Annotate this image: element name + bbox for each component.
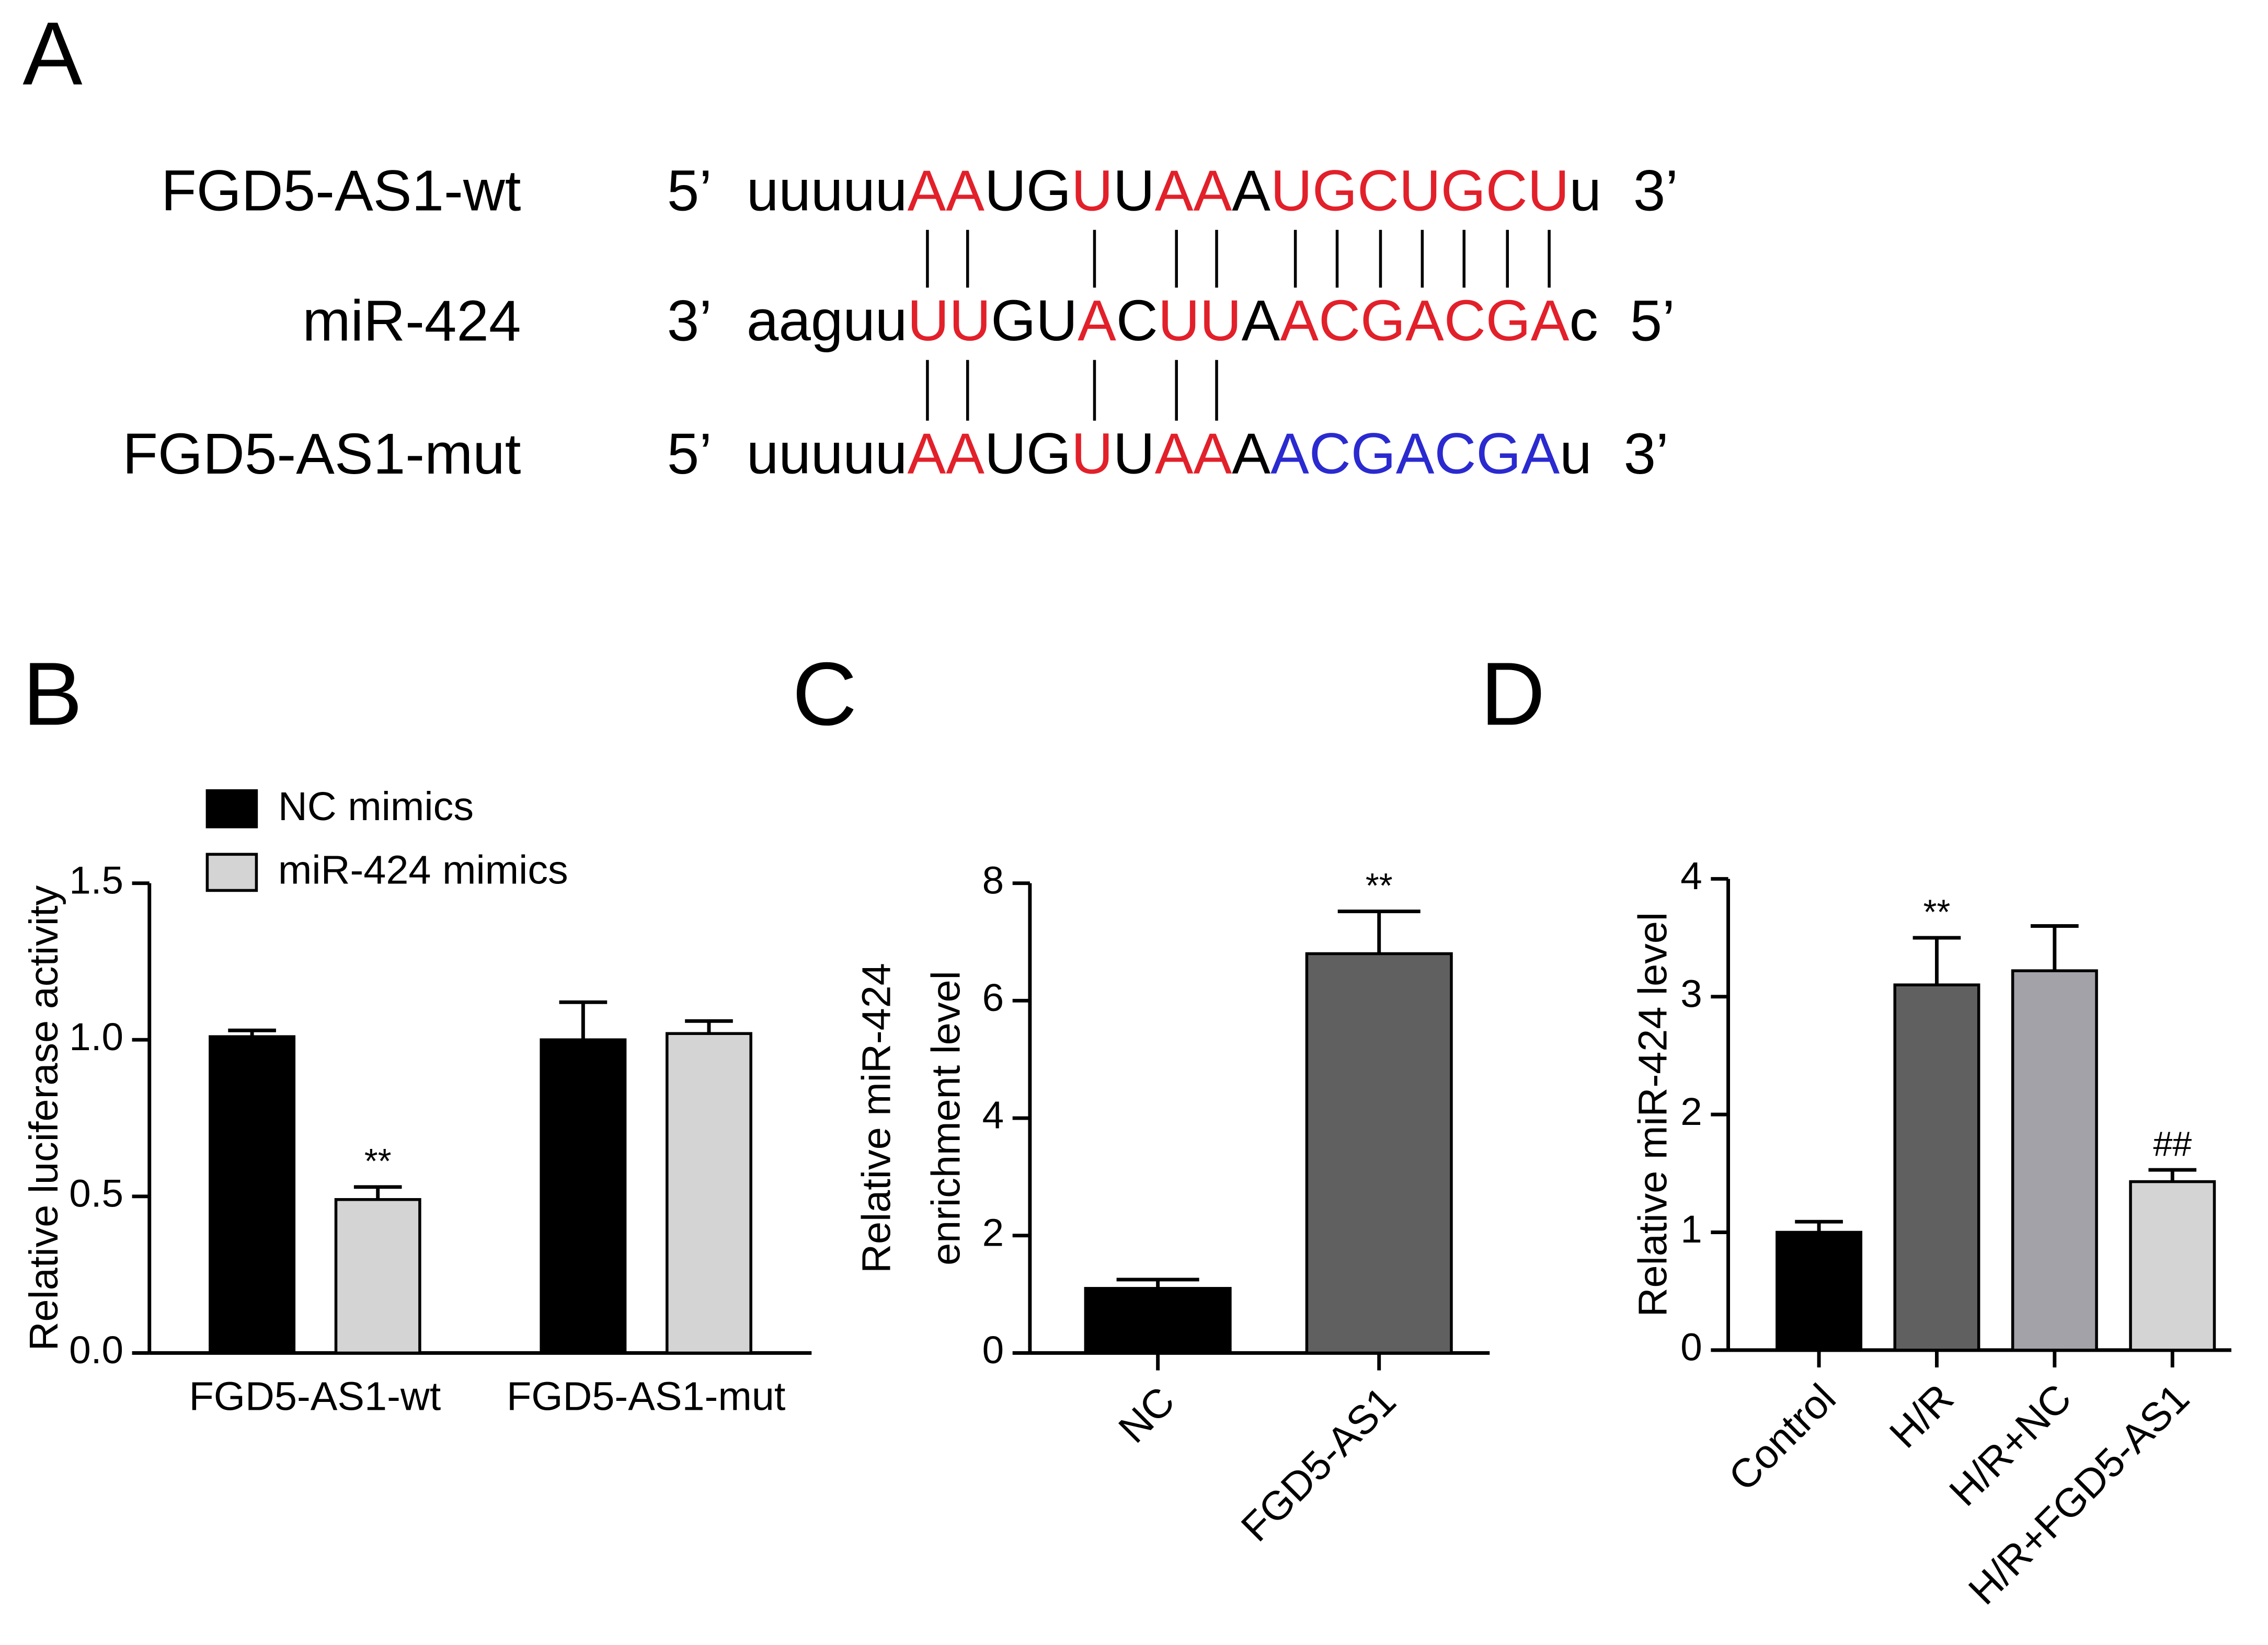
sequence-segment: U [1113, 159, 1155, 223]
strand-end: 3’ [1633, 159, 1678, 223]
error-bar [1337, 910, 1421, 954]
sequence-name: FGD5-AS1-mut [122, 422, 521, 486]
error-bar [1116, 1278, 1199, 1289]
y-tick-label: 3 [1680, 971, 1702, 1015]
y-tick-label: 0 [982, 1328, 1004, 1372]
bar [1776, 1230, 1863, 1352]
sequence-segment: ACGACGA [1280, 289, 1569, 353]
sequence-segment: AA [1155, 422, 1232, 486]
sequence-segment: AA [1155, 159, 1232, 223]
y-tick-label: 6 [982, 975, 1004, 1019]
y-tick-label: 4 [1680, 854, 1702, 898]
bar [1305, 952, 1453, 1355]
x-tick-label: Control [1720, 1375, 1844, 1499]
y-tick-label: 4 [982, 1093, 1004, 1137]
legend-swatch [205, 853, 258, 892]
sequence-segment: A [1232, 159, 1270, 223]
y-tick-label: 2 [1680, 1089, 1702, 1133]
sequence-name: miR-424 [302, 289, 521, 353]
y-axis-label: Relative miR-424 [854, 963, 899, 1273]
panel-label: D [1481, 645, 1545, 744]
x-tick-label: FGD5-AS1-wt [189, 1374, 441, 1419]
sequence: uuuuuAAUGUUAAAACGACGAu [747, 422, 1592, 486]
strand-end: 3’ [667, 289, 712, 353]
x-tick-label: NC [1110, 1378, 1183, 1452]
legend-label: miR-424 mimics [278, 848, 568, 893]
bar [540, 1038, 627, 1355]
y-tick-label: 1.0 [69, 1015, 123, 1059]
sequence-segment: u [1570, 159, 1602, 223]
error-bar [559, 1000, 608, 1040]
sequence-segment: AA [907, 422, 984, 486]
sequence: uuuuuAAUGUUAAAUGCUGCUu [747, 159, 1601, 223]
y-tick-label: 2 [982, 1210, 1004, 1254]
sequence-segment: c [1570, 289, 1598, 353]
y-tick-label: 1.5 [69, 858, 123, 902]
y-axis-label: Relative miR-424 level [1631, 912, 1676, 1317]
bar [666, 1032, 752, 1355]
error-bar [1912, 936, 1961, 985]
sequence-segment: A [1078, 289, 1116, 353]
sequence-segment: uuuuu [747, 422, 908, 486]
sequence-segment: GU [991, 289, 1078, 353]
sequence-segment: UU [907, 289, 991, 353]
panel-label: C [792, 645, 857, 744]
sequence-segment: A [1242, 289, 1280, 353]
x-tick-label: H/R+FGD5-AS1 [1960, 1375, 2198, 1613]
sequence-segment: A [1232, 422, 1270, 486]
bar [1893, 983, 1980, 1352]
error-bar [685, 1019, 733, 1034]
panel-label: B [22, 645, 82, 744]
bar [334, 1198, 421, 1355]
error-bar [353, 1185, 402, 1200]
legend-swatch [205, 789, 258, 829]
legend-label: NC mimics [278, 784, 474, 829]
sequence-segment: UG [984, 422, 1071, 486]
sequence-segment: ACGACGA [1270, 422, 1560, 486]
sequence-segment: U [1113, 422, 1155, 486]
strand-end: 3’ [1624, 422, 1669, 486]
sequence-segment: aaguu [747, 289, 908, 353]
error-bar [1795, 1220, 1843, 1233]
error-bar [2031, 924, 2079, 971]
sequence-name: FGD5-AS1-wt [161, 159, 521, 223]
x-tick-label: H/R [1881, 1375, 1962, 1456]
sequence-segment: uuuuu [747, 159, 908, 223]
bar [2011, 969, 2098, 1352]
strand-end: 5’ [667, 422, 712, 486]
significance-mark: ** [364, 1142, 392, 1181]
y-tick-label: 8 [982, 858, 1004, 902]
sequence-segment: AA [907, 159, 984, 223]
error-bar [228, 1028, 276, 1037]
bar [2129, 1180, 2216, 1352]
significance-mark: ** [1923, 893, 1951, 931]
y-axis-label: enrichment level [923, 971, 968, 1266]
x-tick-label: FGD5-AS1 [1233, 1378, 1405, 1550]
sequence: aaguuUUGUACUUAACGACGAc [747, 289, 1598, 353]
x-tick-label: FGD5-AS1-mut [507, 1374, 785, 1419]
strand-end: 5’ [1630, 289, 1675, 353]
significance-mark: ## [2153, 1125, 2192, 1164]
y-tick-label: 0.5 [69, 1171, 123, 1215]
sequence-segment: C [1116, 289, 1158, 353]
strand-end: 5’ [667, 159, 712, 223]
sequence-segment: U [1071, 422, 1113, 486]
bar [209, 1035, 296, 1355]
error-bar [2148, 1168, 2197, 1182]
sequence-segment: u [1560, 422, 1592, 486]
y-tick-label: 0.0 [69, 1328, 123, 1372]
y-axis-label: Relative luciferase activity [21, 885, 66, 1351]
y-tick-label: 1 [1680, 1207, 1702, 1251]
sequence-segment: U [1071, 159, 1113, 223]
significance-mark: ** [1366, 867, 1393, 905]
sequence-segment: UGCUGCU [1270, 159, 1569, 223]
bar [1084, 1287, 1232, 1355]
sequence-segment: UU [1158, 289, 1242, 353]
y-tick-label: 0 [1680, 1325, 1702, 1369]
panel-label: A [22, 4, 83, 103]
sequence-segment: UG [984, 159, 1071, 223]
